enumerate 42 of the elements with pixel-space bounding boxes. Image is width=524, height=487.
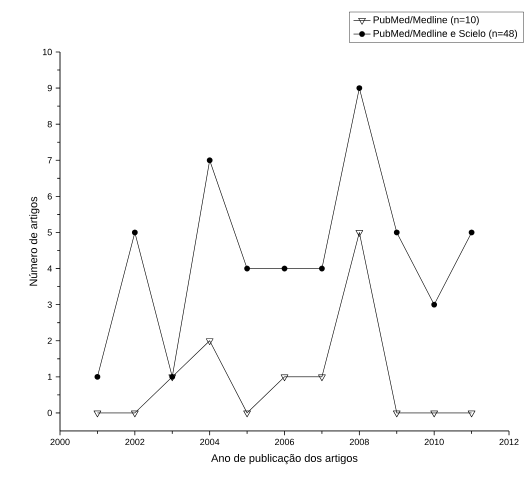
y-axis-title: Número de artigos	[29, 196, 40, 286]
y-tick-label: 1	[48, 374, 52, 380]
y-tick-label: 4	[47, 265, 52, 272]
x-tick-label: 2008	[350, 438, 369, 446]
point	[356, 85, 362, 91]
y-tick-label: 7	[48, 157, 52, 164]
point	[468, 230, 474, 236]
point	[356, 230, 364, 237]
x-tick-label: 2004	[200, 438, 220, 446]
point	[244, 266, 250, 272]
y-tick-label: 3	[48, 301, 52, 308]
point	[394, 230, 400, 236]
point	[94, 374, 100, 380]
point	[282, 266, 288, 272]
point	[94, 410, 102, 418]
x-tick-label: 2000	[50, 438, 70, 446]
point	[318, 374, 326, 382]
y-tick-label: 6	[48, 193, 52, 200]
point	[468, 410, 476, 418]
point	[393, 410, 401, 418]
point	[280, 374, 288, 382]
legend-label: PubMed/Medline e Scielo (n=48)	[374, 30, 517, 39]
y-tick-label: 2	[48, 338, 52, 344]
point	[132, 230, 138, 236]
x-tick-label: 2012	[499, 438, 519, 446]
x-tick-label: 2010	[424, 438, 444, 446]
point	[431, 302, 438, 308]
y-tick-label: 10	[42, 48, 52, 56]
point	[243, 410, 251, 418]
point	[206, 338, 214, 346]
x-tick-label: 2006	[274, 438, 294, 446]
x-axis-title: Ano de publicação dos artigos	[211, 454, 358, 464]
y-tick-label: 8	[48, 121, 52, 128]
point	[319, 266, 325, 272]
y-tick-label: 0	[48, 410, 52, 416]
point	[206, 157, 213, 164]
x-tick-label: 2002	[125, 438, 144, 446]
point	[430, 410, 438, 418]
legend-label: PubMed/Medline (n=10)	[374, 16, 479, 26]
y-tick-label: 5	[48, 229, 52, 236]
y-tick-label: 9	[48, 84, 52, 92]
point	[131, 410, 139, 418]
